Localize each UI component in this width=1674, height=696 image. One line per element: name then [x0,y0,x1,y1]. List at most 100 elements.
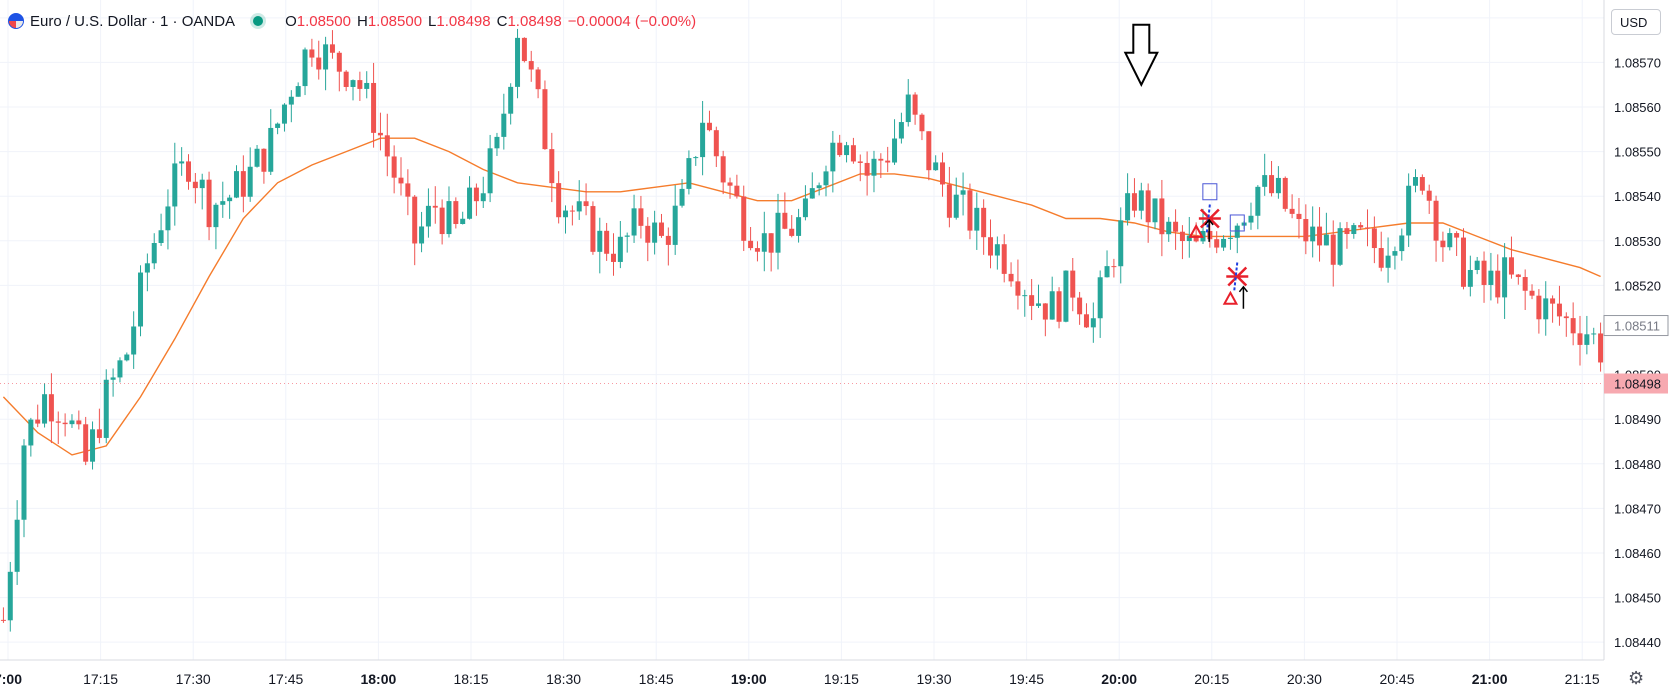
candle-body [55,421,61,423]
candle-body [254,148,260,167]
x-tick-label: 20:30 [1287,671,1322,687]
candle-body [1097,277,1103,319]
candle-body [761,233,767,252]
candle-body [1083,314,1089,328]
candle-body [275,123,281,128]
candle-body [1186,235,1192,242]
candle-body [1269,175,1275,194]
candle-body [1077,297,1083,315]
candle-body [1152,198,1158,223]
candle-body [617,236,623,262]
candle-body [830,142,836,172]
candle-body [432,205,438,208]
candle-body [391,156,397,178]
arrow-up-icon [1238,285,1249,309]
candle-body [1042,303,1048,320]
candle-body [816,185,822,189]
candle-body [1378,248,1384,268]
candle-body [323,44,329,70]
candle-body [1029,295,1035,306]
candle-body [1481,260,1487,285]
candle-body [631,208,637,236]
candle-body [192,181,198,189]
low-value: 1.08498 [436,12,491,30]
candle-body [1515,274,1521,278]
candle-body [227,197,233,202]
signal-box [1202,183,1218,201]
candle-body [590,206,596,252]
candle-body [1015,281,1021,296]
y-tick-label: 1.08550 [1614,145,1661,160]
candle-body [1001,244,1007,274]
close-label: C [496,12,508,30]
currency-button[interactable]: USD [1611,9,1661,35]
arrow-down-icon [1123,23,1159,87]
candle-body [21,445,27,520]
high-value: 1.08500 [367,12,423,30]
candle-body [864,162,870,176]
x-tick-label: 17:30 [176,671,211,687]
candle-body [1351,225,1357,235]
candle-body [1090,318,1096,328]
candle-body [1063,270,1069,322]
candle-body [1550,298,1556,304]
candle-body [905,94,911,123]
candle-body [1303,219,1309,242]
candle-body [1412,177,1418,186]
candle-body [117,360,123,378]
candle-body [1248,215,1254,223]
candle-body [14,519,20,572]
gear-icon[interactable]: ⚙ [1628,668,1645,688]
symbol-title[interactable]: Euro / U.S. Dollar · 1 · OANDA [30,12,236,30]
candle-body [981,207,987,238]
x-tick-label: 18:00 [360,671,396,687]
candle-body [384,135,390,157]
x-tick-label: 21:15 [1565,671,1600,687]
candle-body [1556,303,1562,317]
candle-body [693,157,699,159]
candle-body [1193,235,1199,242]
candle-body [528,61,534,70]
x-tick-label: 18:15 [453,671,488,687]
candle-body [1118,220,1124,267]
candle-body [1145,190,1151,223]
candle-body [439,207,445,235]
y-tick-label: 1.08450 [1614,591,1661,606]
x-tick-label: 17:45 [268,671,303,687]
candle-body [1070,270,1076,298]
candle-body [960,190,966,195]
triangle-icon [1188,223,1204,238]
candle-body [912,94,918,115]
x-tick-label: 20:15 [1194,671,1229,687]
candle-body [1467,269,1473,287]
candle-body [768,233,774,253]
candle-body [1502,257,1508,298]
candle-body [1447,233,1453,248]
candle-body [837,142,843,156]
candle-body [885,160,891,163]
candle-body [138,272,144,327]
candle-body [0,619,6,621]
candle-body [1310,226,1316,242]
candle-body [556,183,562,218]
candle-body [700,122,706,158]
candle-body [1056,291,1062,322]
candle-body [741,196,747,241]
candle-body [42,394,48,424]
y-tick-label: 1.08480 [1614,457,1661,472]
candle-body [521,37,527,62]
candle-body [1406,185,1412,236]
candle-body [28,419,34,446]
candle-body [213,204,219,228]
y-tick-label: 1.08460 [1614,546,1661,561]
candle-body [1138,190,1144,211]
candle-body [1255,186,1261,216]
candle-body [515,37,521,87]
candle-body [487,148,493,194]
candle-body [1460,237,1466,287]
candle-body [425,205,431,227]
signal-box [1229,214,1245,232]
candle-body [329,44,335,53]
